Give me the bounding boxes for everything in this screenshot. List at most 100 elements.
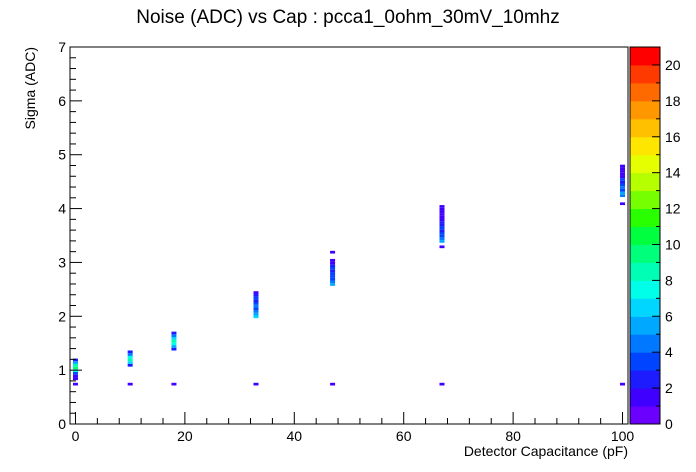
color-scale-band: [630, 64, 660, 84]
heatmap-cell: [253, 382, 259, 386]
y-tick-label: 4: [58, 201, 66, 217]
x-tick-label: 40: [287, 428, 303, 444]
heatmap-cell: [439, 229, 445, 232]
heatmap-cell: [620, 188, 626, 192]
heatmap-cell: [330, 258, 336, 262]
heatmap-cell: [620, 164, 626, 168]
color-scale-tick-label: 4: [665, 344, 673, 360]
heatmap-cell: [72, 361, 78, 364]
color-scale-tick-label: 16: [665, 129, 681, 145]
heatmap-cell: [620, 175, 626, 179]
y-tick-label: 0: [58, 416, 66, 432]
color-scale-band: [630, 388, 660, 407]
color-scale-bar: 0 2 4 6 8 10 12 14 16 18 20: [629, 46, 681, 432]
heatmap-cell: [439, 240, 445, 243]
heatmap-cell: [439, 231, 445, 235]
x-tick-label: 60: [396, 428, 412, 444]
heatmap-cell: [127, 382, 133, 386]
color-scale-band: [630, 316, 660, 335]
heatmap-cell: [620, 191, 626, 195]
heatmap-cell: [439, 215, 445, 219]
heatmap-cell: [253, 302, 259, 305]
heatmap-cell: [171, 331, 177, 335]
heatmap-cell: [127, 363, 133, 367]
color-scale-band: [630, 208, 660, 228]
heatmap-cell: [620, 172, 626, 176]
heatmap-cell: [72, 369, 78, 373]
color-scale-frame: [629, 46, 661, 425]
heatmap-cell: [127, 350, 133, 354]
heatmap-cell: [171, 339, 177, 343]
color-scale-band: [630, 298, 660, 317]
heatmap-cell: [439, 210, 445, 214]
heatmap-cell: [620, 180, 626, 184]
heatmap-cell: [330, 261, 336, 265]
y-tick-label: 2: [58, 308, 66, 324]
heatmap-cell: [620, 194, 626, 197]
y-tick-label: 7: [58, 39, 66, 55]
heatmap-cell: [439, 218, 445, 222]
heatmap-cell: [439, 226, 445, 230]
color-scale-band: [630, 280, 660, 299]
heatmap-cell: [72, 377, 78, 381]
color-scale-band: [630, 406, 660, 425]
heatmap-cell: [253, 296, 259, 300]
heatmap-cell: [439, 223, 445, 227]
y-axis-label: Sigma (ADC): [22, 47, 38, 129]
color-scale-tick-label: 0: [665, 416, 673, 432]
axes: 0 1 2 3 4 5 6 7 0 20 40 60 80 100: [58, 39, 634, 444]
heatmap-cell: [171, 334, 177, 338]
color-scale-band: [630, 47, 660, 66]
color-scale-band: [630, 334, 660, 353]
color-scale-band: [630, 172, 660, 192]
heatmap-cell: [620, 170, 626, 173]
heatmap-cell: [330, 280, 336, 284]
y-tick-label: 3: [58, 254, 66, 270]
plot-frame: [69, 46, 629, 425]
chart-title: Noise (ADC) vs Cap : pcca1_0ohm_30mV_10m…: [136, 7, 559, 28]
heatmap-cell: [330, 250, 336, 254]
heatmap-cell: [253, 293, 259, 297]
color-scale-band: [630, 100, 660, 120]
color-scale-band: [630, 370, 660, 389]
y-tick-label: 5: [58, 147, 66, 163]
heatmap-cell: [171, 347, 177, 351]
color-scale-band: [630, 226, 660, 245]
heatmap-cell: [330, 382, 336, 386]
heatmap-cell: [171, 342, 177, 346]
heatmap-cell: [330, 264, 336, 268]
color-scale-tick-label: 18: [665, 93, 681, 109]
heatmap-cell: [72, 372, 78, 375]
heatmap-cell: [439, 205, 445, 208]
heatmap-cell: [127, 358, 133, 362]
heatmap-cell: [171, 337, 177, 340]
plot-area: [69, 46, 629, 425]
heatmap-cell: [171, 382, 177, 386]
y-tick-label: 6: [58, 93, 66, 109]
heatmap-cell: [330, 267, 336, 270]
heatmap-cell: [330, 283, 336, 286]
color-scale-band: [630, 190, 660, 210]
heatmap-cell: [620, 183, 626, 187]
heatmap-cell: [330, 269, 336, 273]
color-scale-tick-label: 14: [665, 165, 681, 181]
color-scale-tick-label: 20: [665, 57, 681, 73]
color-scale-band: [630, 136, 660, 156]
heatmap-cell: [253, 299, 259, 303]
x-tick-label: 80: [505, 428, 521, 444]
x-tick-label: 0: [72, 428, 80, 444]
heatmap-cell: [72, 382, 78, 386]
heatmap-cell: [439, 237, 445, 241]
color-scale-band: [630, 118, 660, 138]
heatmap-cell: [72, 363, 78, 367]
heatmap-cell: [620, 167, 626, 171]
x-axis-label: Detector Capacitance (pF): [464, 443, 628, 459]
x-tick-label: 20: [177, 428, 193, 444]
color-scale-tick-label: 8: [665, 272, 673, 288]
color-scale-band: [630, 82, 660, 102]
heatmap-cell: [439, 207, 445, 211]
heatmap-cell: [620, 186, 626, 189]
heatmap-cell: [253, 315, 259, 319]
color-scale-tick-label: 12: [665, 201, 681, 217]
